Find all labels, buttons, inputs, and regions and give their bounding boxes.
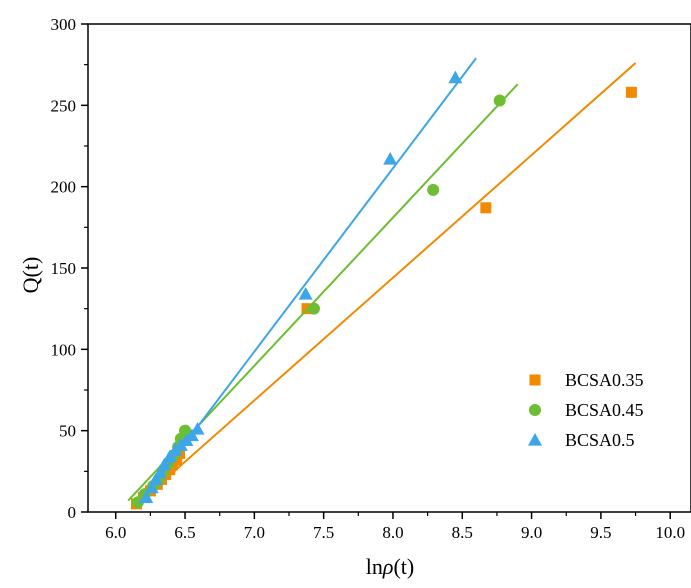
legend-marker-BCSA0.5 — [528, 433, 542, 446]
x-tick-label-5: 8.5 — [452, 523, 473, 542]
x-tick-label-8: 10.0 — [655, 523, 685, 542]
series-BCSA0.5 — [139, 58, 476, 504]
legend-label-BCSA0.35: BCSA0.35 — [565, 370, 644, 390]
data-point-BCSA0.45-11 — [427, 184, 439, 196]
x-tick-label-6: 9.0 — [521, 523, 542, 542]
x-axis-label-suffix: (t) — [393, 554, 414, 579]
x-tick-label-4: 8.0 — [382, 523, 403, 542]
data-point-BCSA0.45-10 — [308, 303, 320, 315]
x-tick-label-1: 6.5 — [174, 523, 195, 542]
data-point-BCSA0.5-13 — [448, 71, 462, 84]
y-tick-label-3: 150 — [51, 259, 77, 278]
y-tick-label-4: 200 — [51, 178, 77, 197]
data-point-BCSA0.35-11 — [480, 202, 491, 213]
legend-marker-BCSA0.45 — [529, 404, 541, 416]
series-BCSA0.35 — [131, 63, 637, 509]
legend: BCSA0.35 BCSA0.45 BCSA0.5 — [528, 370, 644, 450]
legend-label-BCSA0.5: BCSA0.5 — [565, 430, 635, 450]
y-tick-label-1: 50 — [59, 422, 76, 441]
y-axis-label: Q(t) — [18, 257, 43, 294]
legend-marker-BCSA0.35 — [530, 375, 541, 386]
legend-label-BCSA0.45: BCSA0.45 — [565, 400, 644, 420]
x-tick-label-3: 7.5 — [313, 523, 334, 542]
y-tick-label-2: 100 — [51, 340, 77, 359]
data-point-BCSA0.5-12 — [383, 152, 397, 165]
series-layer — [128, 58, 637, 509]
y-tick-label-0: 0 — [68, 503, 77, 522]
x-tick-label-0: 6.0 — [105, 523, 126, 542]
y-tick-label-6: 300 — [51, 15, 77, 34]
x-axis-label-symbol: ρ — [382, 554, 394, 579]
data-point-BCSA0.45-12 — [494, 94, 506, 106]
fit-line-BCSA0.35 — [134, 63, 636, 507]
axes-layer: 6.0 6.5 7.0 7.5 8.0 8.5 9.0 9.5 10.0 0 50 100 150 200… — [51, 15, 691, 542]
x-tick-label-2: 7.0 — [244, 523, 265, 542]
x-tick-label-7: 9.5 — [590, 523, 611, 542]
data-point-BCSA0.35-12 — [626, 87, 637, 98]
y-tick-label-5: 250 — [51, 96, 77, 115]
x-axis-label-prefix: ln — [366, 554, 383, 579]
x-axis-label: lnρ(t) — [366, 554, 414, 579]
data-point-BCSA0.5-10 — [191, 422, 205, 435]
